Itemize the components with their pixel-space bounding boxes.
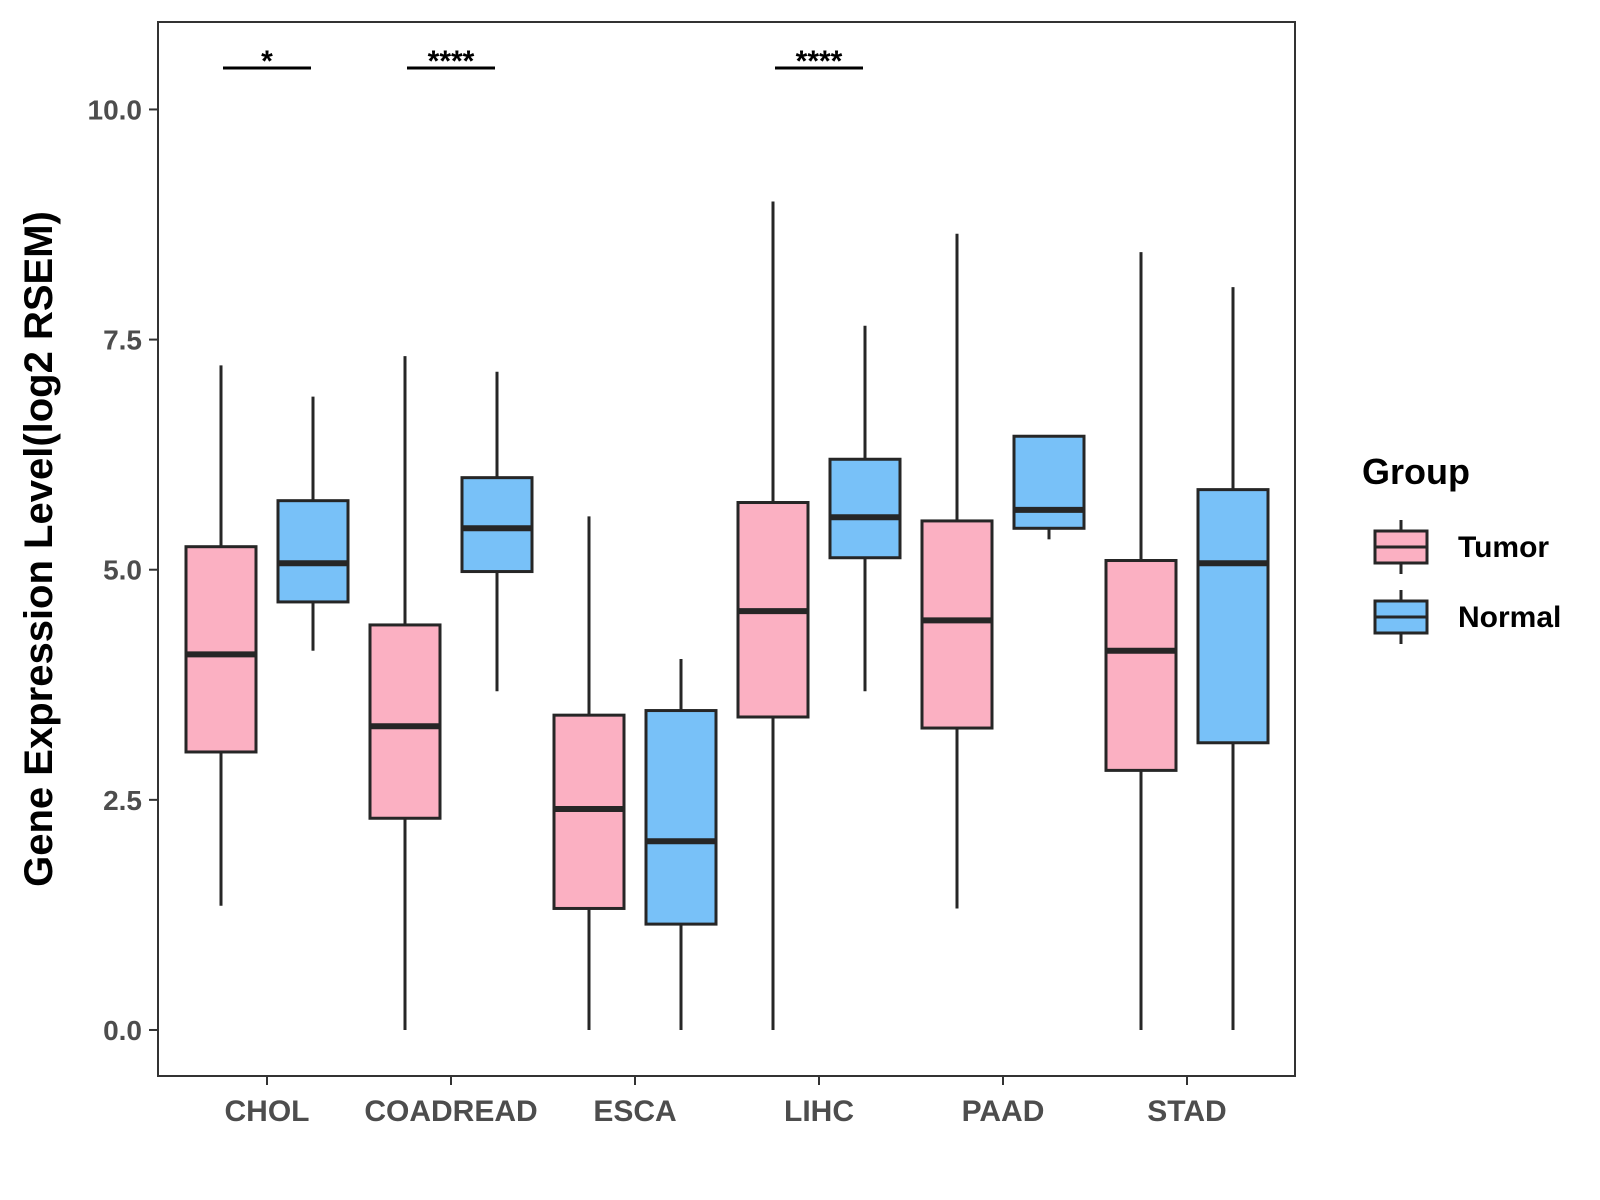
box-body — [828, 457, 902, 560]
x-tick-label-lihc: LIHC — [784, 1095, 854, 1128]
y-axis-title: Gene Expression Level(log2 RSEM) — [17, 211, 61, 887]
box-body — [920, 519, 994, 730]
box-tumor-paad — [920, 233, 994, 909]
significance-label: **** — [428, 45, 475, 78]
legend-label-tumor: Tumor — [1458, 531, 1549, 564]
box-body — [644, 709, 718, 926]
plot-panel-border — [157, 21, 1296, 1077]
significance-chol: * — [223, 45, 311, 78]
y-tick-label: 5.0 — [103, 555, 142, 586]
y-tick-label: 7.5 — [103, 325, 142, 356]
y-tick-label: 10.0 — [88, 94, 143, 125]
box-body — [1196, 488, 1270, 745]
box-normal-stad — [1196, 287, 1270, 1030]
significance-label: **** — [796, 45, 843, 78]
box-body — [368, 623, 442, 820]
x-tick-label-stad: STAD — [1147, 1095, 1226, 1128]
box-tumor-chol — [184, 365, 258, 906]
significance-coadread: **** — [407, 45, 495, 78]
box-tumor-coadread — [368, 356, 442, 1030]
box-tumor-esca — [552, 516, 626, 1030]
x-axis: CHOL COADREAD ESCA LIHC PAAD STAD — [225, 1076, 1227, 1128]
box-body — [1012, 434, 1086, 530]
significance-lihc: **** — [775, 45, 863, 78]
box-body — [184, 545, 258, 754]
box-body — [460, 476, 534, 574]
x-tick-label-esca: ESCA — [593, 1095, 676, 1128]
y-tick-label: 2.5 — [103, 785, 142, 816]
box-normal-chol — [276, 396, 350, 651]
x-tick-label-paad: PAAD — [962, 1095, 1045, 1128]
box-body — [276, 499, 350, 604]
box-body — [1104, 559, 1178, 772]
y-axis: 0.0 2.5 5.0 7.5 10.0 — [88, 94, 158, 1046]
legend-title: Group — [1362, 451, 1470, 492]
significance-label: * — [261, 45, 273, 78]
box-normal-lihc — [828, 325, 902, 692]
significance-layer: * **** **** — [223, 45, 863, 78]
box-tumor-lihc — [736, 201, 810, 1030]
box-normal-paad — [1012, 434, 1086, 540]
legend-label-normal: Normal — [1458, 601, 1561, 634]
box-normal-esca — [644, 659, 718, 1030]
box-tumor-stad — [1104, 252, 1178, 1030]
boxes-layer — [184, 201, 1270, 1030]
box-normal-coadread — [460, 371, 534, 692]
legend-item-normal: Normal — [1373, 590, 1561, 644]
legend-item-tumor: Tumor — [1373, 520, 1549, 574]
y-tick-label: 0.0 — [103, 1015, 142, 1046]
legend: Group Tumor Normal — [1362, 451, 1561, 644]
x-tick-label-chol: CHOL — [225, 1095, 310, 1128]
x-tick-label-coadread: COADREAD — [364, 1095, 537, 1128]
